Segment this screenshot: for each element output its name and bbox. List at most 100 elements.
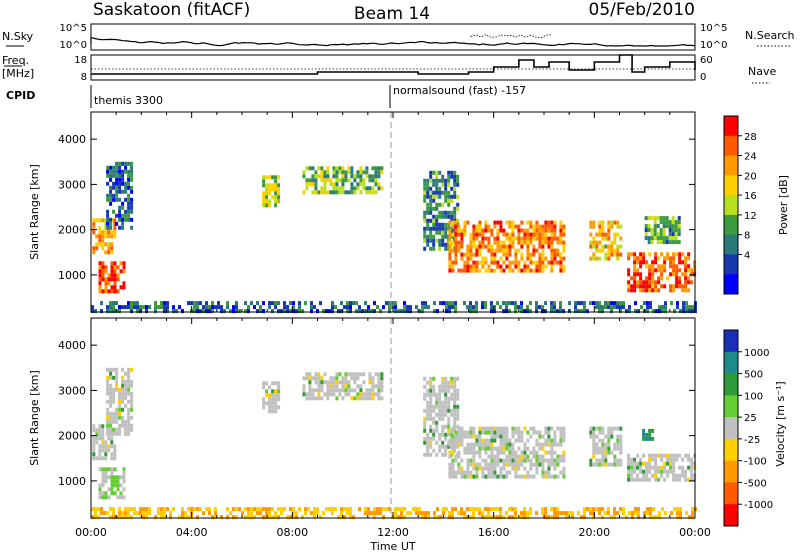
power-cell: [660, 272, 664, 277]
power-cell: [499, 305, 502, 310]
power-cell: [532, 236, 536, 241]
power-cell: [653, 220, 657, 225]
cpid-row: CPID themis 3300 normalsound (fast) -157: [6, 84, 526, 108]
power-cell: [268, 301, 271, 306]
velocity-cell: [490, 466, 494, 471]
power-cell: [223, 309, 226, 314]
power-cell: [403, 309, 406, 314]
power-cell: [520, 228, 524, 233]
velocity-cell: [669, 469, 673, 474]
velocity-colorbar-swatch: [724, 330, 738, 353]
power-cell: [674, 232, 678, 237]
power-cell: [487, 264, 491, 269]
velocity-cell: [613, 454, 617, 459]
velocity-cell: [466, 442, 470, 447]
velocity-cell: [426, 404, 430, 409]
velocity-cell: [496, 507, 499, 512]
power-cell: [544, 232, 548, 237]
date-title: 05/Feb/2010: [589, 0, 695, 20]
power-cell: [289, 301, 292, 306]
power-cell: [450, 198, 454, 203]
velocity-cell: [598, 446, 602, 451]
velocity-cell: [511, 442, 515, 447]
velocity-cell: [262, 381, 266, 386]
nave-right-tick-bottom: 0: [700, 72, 706, 83]
velocity-cell: [589, 434, 593, 439]
power-cell: [101, 218, 105, 223]
power-cell: [271, 183, 275, 188]
velocity-cell: [438, 388, 442, 393]
velocity-cell: [627, 453, 631, 458]
velocity-cell: [340, 515, 343, 520]
power-cell: [541, 224, 545, 229]
power-cell: [663, 264, 667, 269]
power-cell: [669, 264, 673, 269]
power-ytick-label: 4000: [58, 133, 86, 146]
power-cell: [616, 244, 620, 249]
velocity-cell: [97, 515, 100, 520]
power-cell: [447, 182, 451, 187]
velocity-cell: [292, 511, 295, 516]
power-cell: [104, 269, 108, 274]
velocity-cell: [666, 453, 670, 458]
velocity-cell: [484, 474, 488, 479]
power-cell: [657, 256, 661, 261]
power-cell: [550, 240, 554, 245]
velocity-colorbar-swatch: [724, 460, 738, 483]
power-cell: [427, 305, 430, 310]
velocity-cell: [639, 461, 643, 466]
velocity-cell: [340, 511, 343, 516]
power-cell: [601, 232, 605, 237]
power-cell: [553, 228, 557, 233]
power-cell: [454, 220, 458, 225]
velocity-cell: [454, 454, 458, 459]
velocity-cell: [353, 396, 357, 401]
velocity-cell: [529, 466, 533, 471]
velocity-cell: [124, 379, 128, 384]
velocity-cell: [435, 412, 439, 417]
velocity-cell: [350, 372, 354, 377]
power-cell: [359, 174, 363, 179]
power-cell: [444, 234, 448, 239]
power-cell: [559, 260, 563, 265]
velocity-cell: [439, 515, 442, 520]
power-cell: [651, 276, 655, 281]
velocity-cell: [508, 462, 512, 467]
power-cell: [598, 240, 602, 245]
power-cell: [329, 178, 333, 183]
power-colorbar-swatch: [724, 214, 738, 236]
velocity-cell: [646, 507, 649, 512]
velocity-cell: [463, 474, 467, 479]
power-cell: [109, 189, 113, 194]
power-cell: [469, 305, 472, 310]
power-cell: [429, 218, 433, 223]
power-cell: [529, 256, 533, 261]
power-cell: [677, 224, 681, 229]
power-cell: [423, 194, 427, 199]
power-cell: [444, 214, 448, 219]
power-cell: [535, 228, 539, 233]
velocity-cell: [450, 412, 454, 417]
power-cell: [684, 264, 688, 269]
velocity-cell: [639, 465, 643, 470]
velocity-cell: [478, 438, 482, 443]
power-cell: [616, 232, 620, 237]
power-cell: [490, 268, 494, 273]
velocity-cell: [423, 420, 427, 425]
power-cell: [604, 252, 608, 257]
velocity-cell: [109, 371, 113, 376]
velocity-cell: [553, 515, 556, 520]
velocity-cell: [631, 511, 634, 516]
velocity-cell: [344, 372, 348, 377]
velocity-cell: [433, 511, 436, 516]
power-cell: [677, 220, 681, 225]
power-cell: [435, 186, 439, 191]
velocity-colorbar-tick-label: 1000: [744, 348, 769, 359]
power-cell: [277, 175, 281, 180]
power-cell: [499, 248, 503, 253]
power-cell: [562, 244, 566, 249]
velocity-cell: [362, 372, 366, 377]
velocity-cell: [104, 452, 108, 457]
power-cell: [112, 209, 116, 214]
velocity-colorbar-swatch: [724, 351, 738, 375]
